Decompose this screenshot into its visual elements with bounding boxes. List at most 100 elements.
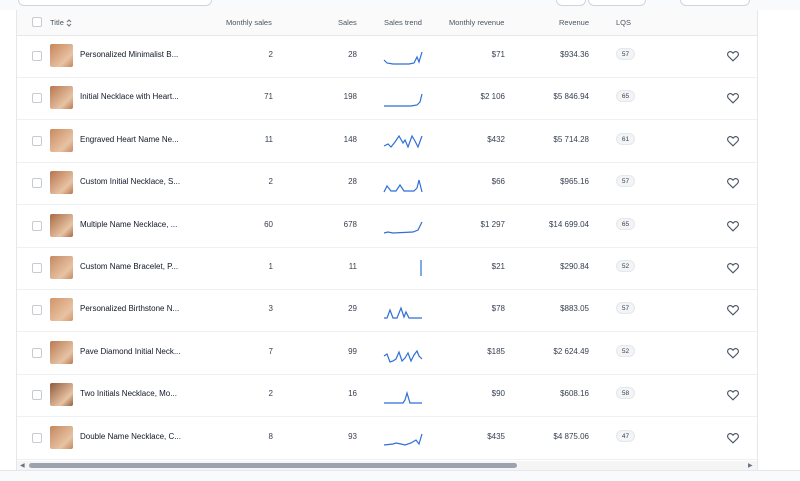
- row-checkbox[interactable]: [32, 305, 42, 316]
- toolbar-button[interactable]: [588, 0, 646, 6]
- table-row[interactable]: Double Name Necklace, C... 8 93 $435 $4 …: [17, 417, 757, 460]
- lqs-badge: 52: [616, 260, 635, 272]
- product-thumbnail[interactable]: [50, 86, 73, 110]
- product-thumbnail[interactable]: [50, 425, 73, 449]
- product-title[interactable]: Multiple Name Necklace, ...: [80, 219, 178, 229]
- table-row[interactable]: Personalized Minimalist B... 2 28 $71 $9…: [17, 35, 757, 78]
- sales-trend-sparkline: [420, 260, 422, 276]
- toolbar-button[interactable]: [556, 0, 586, 6]
- column-monthly-sales[interactable]: Monthly sales: [226, 18, 272, 27]
- table-row[interactable]: Pave Diamond Initial Neck... 7 99 $185 $…: [17, 332, 757, 375]
- heart-icon[interactable]: [726, 261, 740, 275]
- product-thumbnail[interactable]: [50, 213, 73, 237]
- chevron-left-icon[interactable]: ◀: [20, 463, 25, 469]
- heart-icon[interactable]: [726, 388, 740, 402]
- heart-icon[interactable]: [726, 219, 740, 233]
- row-checkbox[interactable]: [32, 135, 42, 146]
- lqs-badge: 57: [616, 302, 635, 315]
- toolbar-button[interactable]: [680, 0, 750, 6]
- product-thumbnail[interactable]: [50, 340, 73, 364]
- monthly-sales-value: 8: [268, 431, 273, 441]
- monthly-revenue-value: $432: [487, 134, 505, 144]
- monthly-revenue-value: $2 106: [480, 92, 505, 102]
- product-title[interactable]: Personalized Minimalist B...: [80, 50, 179, 59]
- table-row[interactable]: Custom Initial Necklace, S... 2 28 $66 $…: [17, 162, 757, 206]
- monthly-sales-value: 60: [264, 219, 273, 229]
- monthly-revenue-value: $435: [487, 431, 505, 441]
- product-thumbnail[interactable]: [50, 44, 73, 67]
- monthly-sales-value: 2: [268, 50, 273, 59]
- monthly-sales-value: 7: [268, 346, 273, 356]
- monthly-revenue-value: $71: [491, 50, 505, 59]
- product-thumbnail[interactable]: [50, 171, 73, 195]
- monthly-revenue-value: $21: [491, 262, 505, 271]
- top-toolbar: [0, 0, 800, 10]
- revenue-value: $4 875.06: [553, 431, 589, 441]
- heart-icon[interactable]: [726, 134, 740, 148]
- select-all-checkbox[interactable]: [32, 17, 42, 27]
- search-box[interactable]: [18, 0, 212, 6]
- product-thumbnail[interactable]: [50, 383, 73, 407]
- column-title-label: Title: [50, 18, 64, 27]
- lqs-badge: 57: [616, 175, 635, 188]
- sales-value: 148: [343, 134, 357, 144]
- table-row[interactable]: Initial Necklace with Heart... 71 198 $2…: [17, 77, 757, 121]
- row-checkbox[interactable]: [32, 178, 42, 189]
- chevron-right-icon[interactable]: ▶: [748, 463, 753, 469]
- row-checkbox[interactable]: [32, 93, 42, 104]
- revenue-value: $5 846.94: [553, 92, 589, 102]
- table-row[interactable]: Multiple Name Necklace, ... 60 678 $1 29…: [17, 205, 757, 248]
- product-thumbnail[interactable]: [50, 128, 73, 152]
- table-row[interactable]: Custom Name Bracelet, P... 1 11 $21 $290…: [17, 247, 757, 290]
- monthly-sales-value: 11: [264, 134, 273, 144]
- heart-icon[interactable]: [726, 49, 740, 63]
- product-title[interactable]: Initial Necklace with Heart...: [80, 92, 179, 102]
- heart-icon[interactable]: [726, 346, 740, 360]
- heart-icon[interactable]: [726, 303, 740, 317]
- product-thumbnail[interactable]: [50, 256, 73, 279]
- monthly-revenue-value: $78: [491, 304, 505, 314]
- sort-icon[interactable]: [66, 19, 72, 27]
- table-row[interactable]: Two Initials Necklace, Mo... 2 16 $90 $6…: [17, 374, 757, 418]
- column-revenue[interactable]: Revenue: [559, 18, 590, 27]
- heart-icon[interactable]: [726, 176, 740, 190]
- row-checkbox[interactable]: [32, 432, 42, 443]
- column-monthly-revenue[interactable]: Monthly revenue: [449, 18, 505, 27]
- monthly-sales-value: 2: [268, 177, 273, 187]
- monthly-sales-value: 3: [268, 304, 273, 314]
- scrollbar-thumb[interactable]: [29, 463, 517, 468]
- column-sales[interactable]: Sales: [338, 18, 357, 27]
- revenue-value: $2 624.49: [553, 346, 589, 356]
- monthly-revenue-value: $90: [491, 389, 505, 399]
- row-checkbox[interactable]: [32, 347, 42, 358]
- lqs-badge: 65: [616, 90, 635, 103]
- revenue-value: $5 714.28: [553, 134, 589, 144]
- row-checkbox[interactable]: [32, 51, 42, 61]
- sales-value: 28: [348, 50, 357, 59]
- sales-value: 28: [348, 177, 357, 187]
- product-title[interactable]: Pave Diamond Initial Neck...: [80, 346, 181, 356]
- table-row[interactable]: Engraved Heart Name Ne... 11 148 $432 $5…: [17, 120, 757, 163]
- heart-icon[interactable]: [726, 91, 740, 105]
- sales-trend-sparkline: [383, 51, 423, 65]
- product-title[interactable]: Custom Initial Necklace, S...: [80, 177, 181, 187]
- column-title[interactable]: Title: [50, 18, 72, 27]
- row-checkbox[interactable]: [32, 220, 42, 231]
- product-title[interactable]: Double Name Necklace, C...: [80, 431, 181, 441]
- product-title[interactable]: Personalized Birthstone N...: [80, 304, 180, 314]
- product-thumbnail[interactable]: [50, 298, 73, 322]
- lqs-badge: 57: [616, 48, 635, 60]
- product-title[interactable]: Engraved Heart Name Ne...: [80, 134, 179, 144]
- product-title[interactable]: Custom Name Bracelet, P...: [80, 262, 179, 271]
- sales-value: 93: [348, 431, 357, 441]
- heart-icon[interactable]: [726, 431, 740, 445]
- table-row[interactable]: Personalized Birthstone N... 3 29 $78 $8…: [17, 289, 757, 333]
- row-checkbox[interactable]: [32, 390, 42, 401]
- column-lqs[interactable]: LQS: [616, 18, 632, 27]
- monthly-sales-value: 2: [268, 389, 273, 399]
- horizontal-scrollbar[interactable]: ◀ ▶: [17, 461, 757, 470]
- revenue-value: $965.16: [560, 177, 589, 187]
- row-checkbox[interactable]: [32, 263, 42, 273]
- product-title[interactable]: Two Initials Necklace, Mo...: [80, 389, 177, 399]
- sales-value: 99: [348, 346, 357, 356]
